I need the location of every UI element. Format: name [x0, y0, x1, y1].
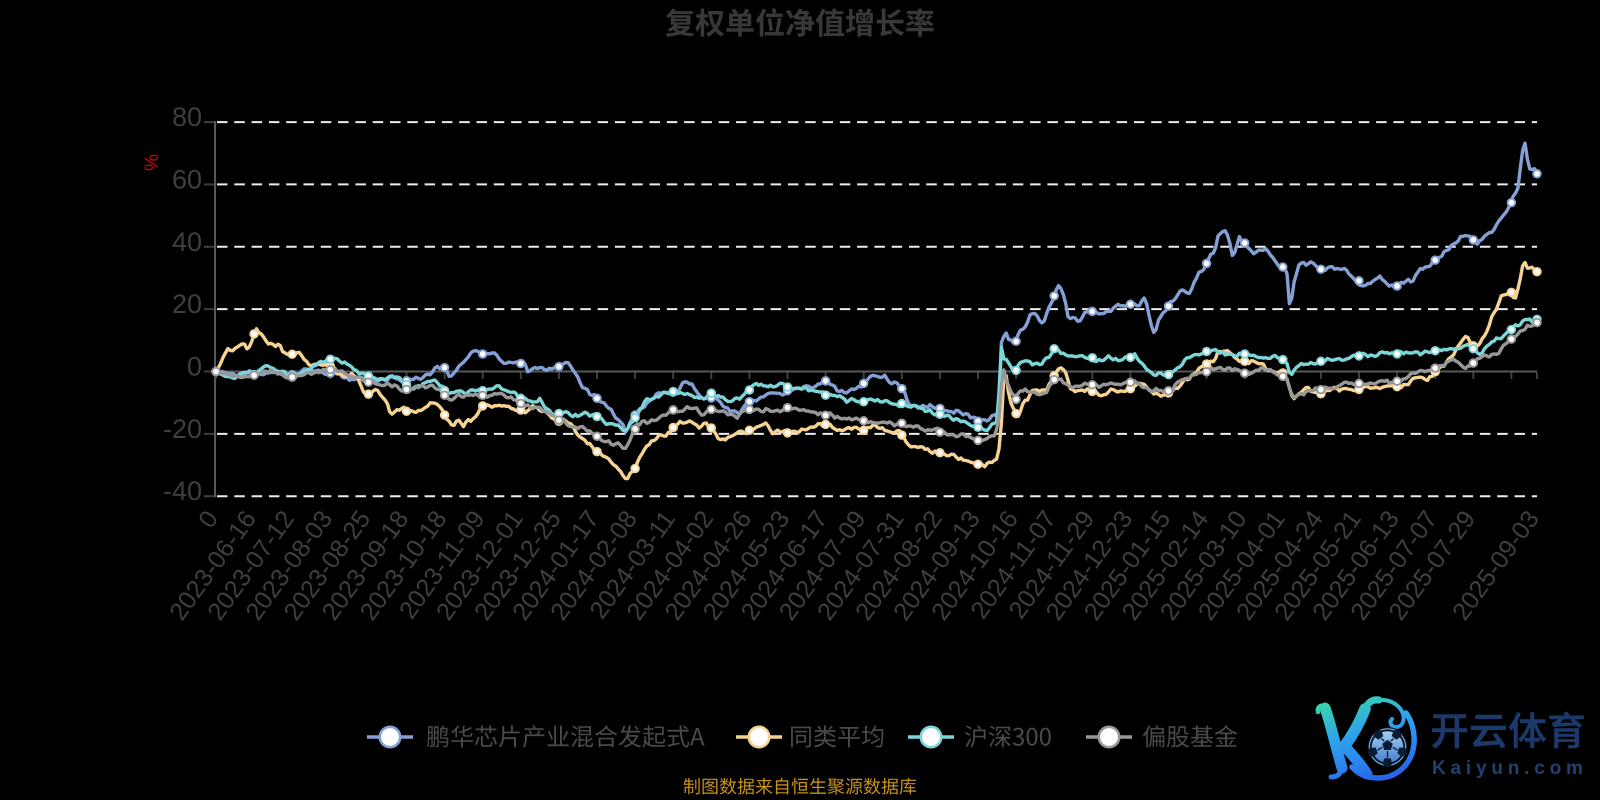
svg-text:0: 0	[187, 352, 202, 382]
svg-text:20: 20	[172, 289, 202, 319]
svg-text:80: 80	[172, 102, 202, 132]
svg-text:40: 40	[172, 227, 202, 257]
svg-text:%: %	[142, 154, 163, 171]
svg-text:60: 60	[172, 164, 202, 194]
svg-text:-20: -20	[163, 414, 202, 444]
svg-text:-40: -40	[163, 476, 202, 506]
svg-text:Kaiyun.com: Kaiyun.com	[1432, 758, 1588, 779]
